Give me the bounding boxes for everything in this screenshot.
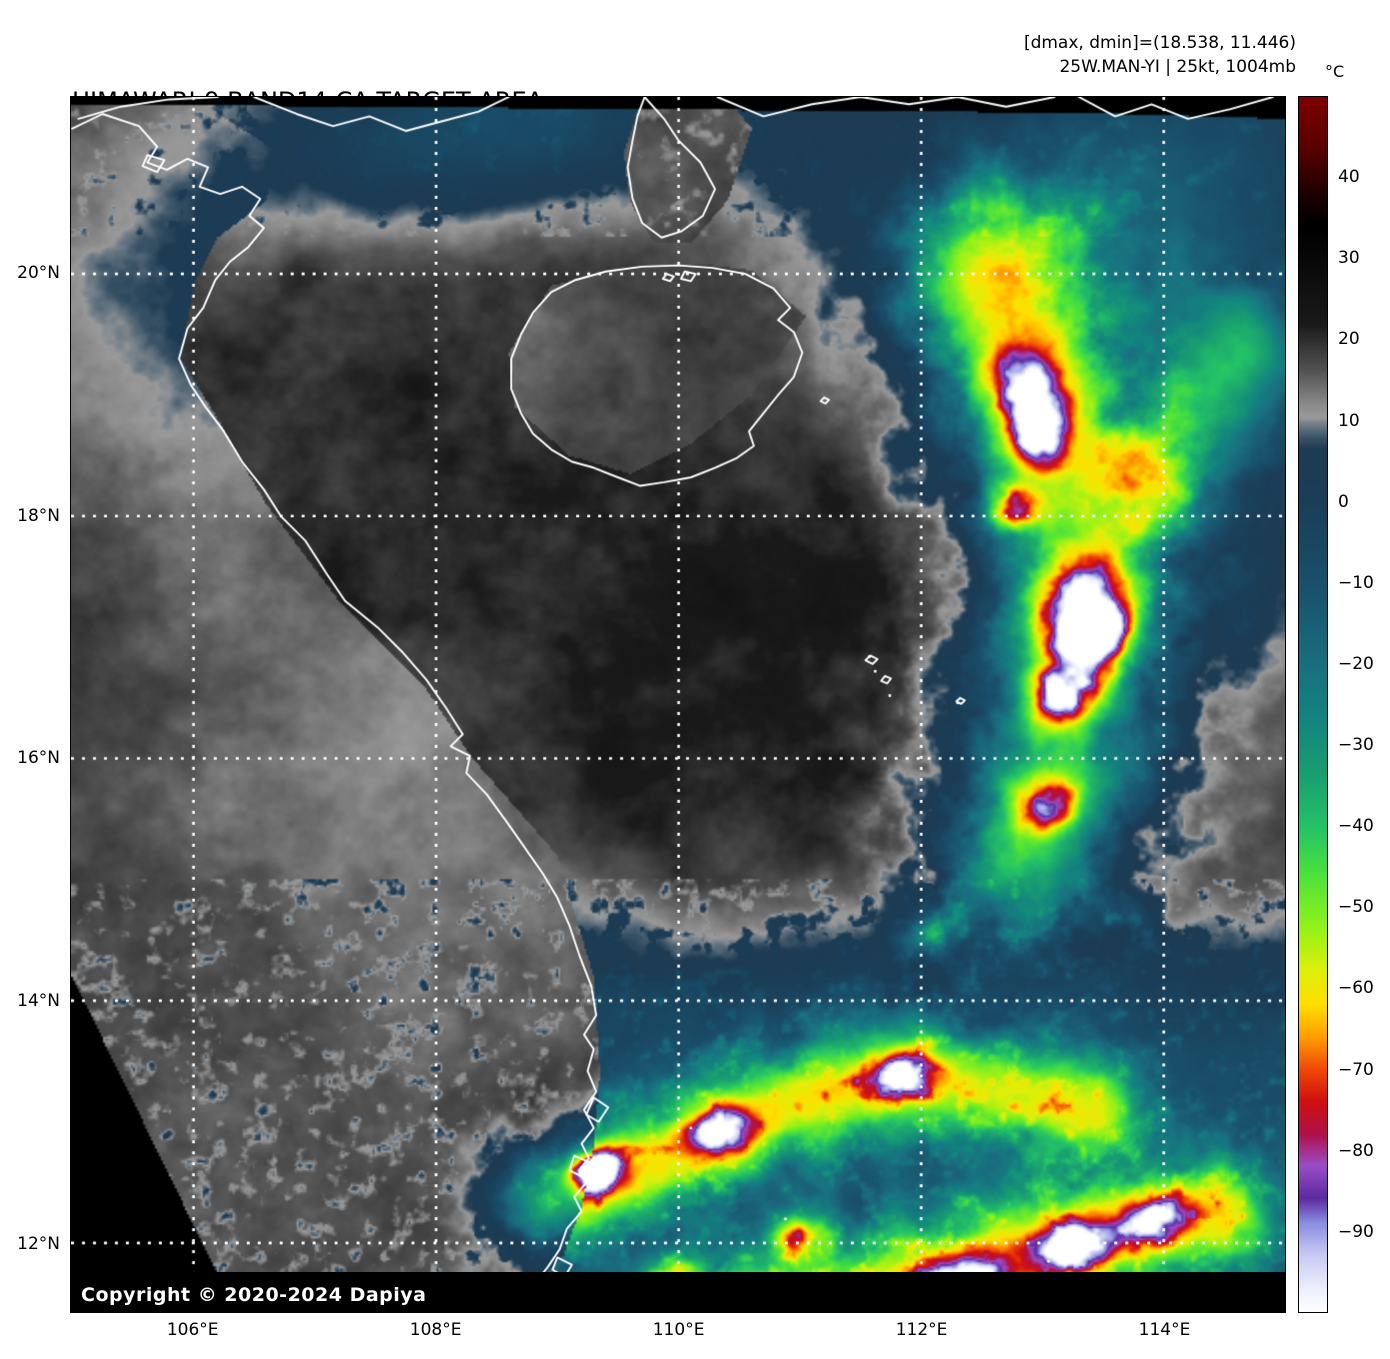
colorbar-tick-7: −30 — [1338, 735, 1374, 756]
metadata-block: [dmax, dmin]=(18.538, 11.446) 25W.MAN-YI… — [1024, 31, 1296, 79]
colorbar-tick-13: −90 — [1338, 1221, 1374, 1242]
colorbar-tick-4: 0 — [1338, 491, 1349, 512]
lon-tick-3: 112°E — [895, 1320, 948, 1340]
colorbar-tick-8: −40 — [1338, 816, 1374, 837]
satellite-image-plot: Copyright © 2020-2024 Dapiya — [70, 96, 1286, 1313]
colorbar-tick-1: 30 — [1338, 248, 1360, 269]
lon-tick-4: 114°E — [1138, 1320, 1191, 1340]
colorbar-unit-label: °C — [1325, 62, 1345, 81]
lon-tick-2: 110°E — [652, 1320, 705, 1340]
copyright-text: Copyright © 2020-2024 Dapiya — [81, 1284, 427, 1306]
colorbar-tick-3: 10 — [1338, 410, 1360, 431]
colorbar-tick-6: −20 — [1338, 653, 1374, 674]
lat-tick-1: 18°N — [17, 505, 60, 526]
colorbar-tick-9: −50 — [1338, 897, 1374, 918]
copyright-banner: Copyright © 2020-2024 Dapiya — [71, 1272, 1285, 1312]
lat-tick-2: 16°N — [17, 748, 60, 769]
metadata-storm-info: 25W.MAN-YI | 25kt, 1004mb — [1059, 57, 1296, 78]
colorbar-tick-10: −60 — [1338, 978, 1374, 999]
colorbar: 40 30 20 10 0 −10 −20 −30 −40 −50 −60 −70 −80 −90 — [1298, 96, 1374, 1313]
colorbar-tick-12: −80 — [1338, 1140, 1374, 1161]
colorbar-gradient — [1299, 97, 1327, 1312]
colorbar-tick-11: −70 — [1338, 1059, 1374, 1080]
colorbar-bar — [1298, 96, 1328, 1313]
colorbar-tick-0: 40 — [1338, 167, 1360, 188]
metadata-dmax-dmin: [dmax, dmin]=(18.538, 11.446) — [1023, 33, 1296, 53]
lon-tick-1: 108°E — [409, 1320, 462, 1340]
satellite-ir-raster — [71, 97, 1285, 1312]
lat-tick-3: 14°N — [17, 991, 60, 1012]
lat-tick-0: 20°N — [17, 263, 60, 284]
lon-tick-0: 106°E — [166, 1320, 219, 1340]
colorbar-tick-5: −10 — [1338, 572, 1374, 593]
colorbar-tick-2: 20 — [1338, 329, 1360, 350]
lat-tick-4: 12°N — [17, 1233, 60, 1254]
